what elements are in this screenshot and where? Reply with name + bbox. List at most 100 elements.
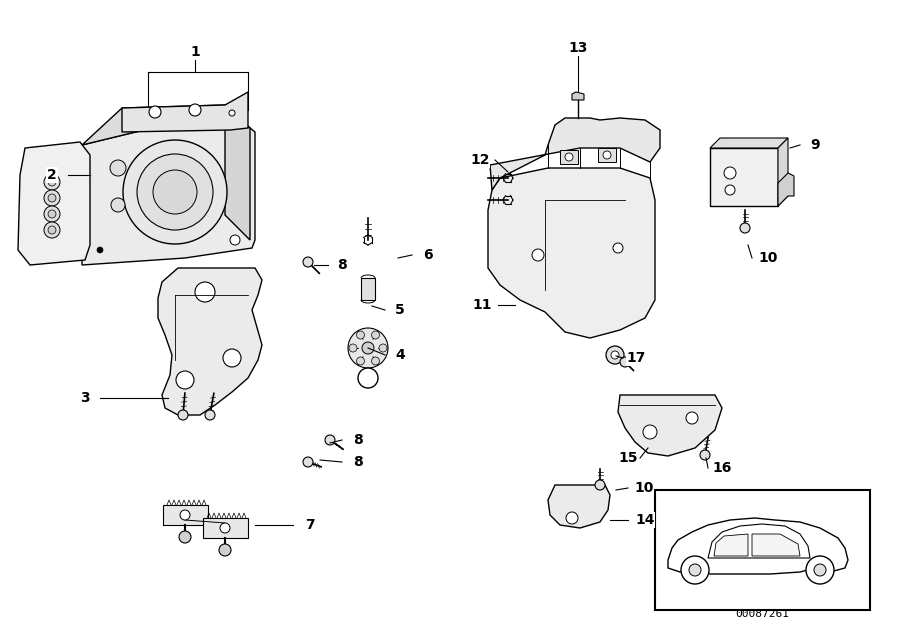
Circle shape <box>372 331 380 339</box>
Bar <box>655 490 870 610</box>
Polygon shape <box>752 534 800 556</box>
Circle shape <box>700 450 710 460</box>
Circle shape <box>123 140 227 244</box>
Circle shape <box>303 257 313 267</box>
Polygon shape <box>618 395 722 456</box>
Circle shape <box>44 190 60 206</box>
Bar <box>203 518 248 538</box>
Polygon shape <box>158 268 262 415</box>
Circle shape <box>740 223 750 233</box>
Circle shape <box>44 222 60 238</box>
Polygon shape <box>548 485 610 528</box>
Polygon shape <box>708 524 810 558</box>
Circle shape <box>111 198 125 212</box>
Circle shape <box>110 160 126 176</box>
Circle shape <box>603 151 611 159</box>
Circle shape <box>724 167 736 179</box>
Polygon shape <box>778 173 794 206</box>
Circle shape <box>356 331 365 339</box>
Circle shape <box>814 564 826 576</box>
Polygon shape <box>572 92 584 100</box>
Circle shape <box>48 194 56 202</box>
Circle shape <box>220 523 230 533</box>
Circle shape <box>606 346 624 364</box>
Polygon shape <box>488 168 655 338</box>
Circle shape <box>565 153 573 161</box>
Circle shape <box>681 556 709 584</box>
Circle shape <box>362 342 374 354</box>
Circle shape <box>229 110 235 116</box>
Text: 10: 10 <box>634 481 653 495</box>
Text: 10: 10 <box>759 251 778 265</box>
Bar <box>163 505 208 525</box>
Polygon shape <box>710 148 778 206</box>
Circle shape <box>205 410 215 420</box>
Circle shape <box>348 328 388 368</box>
Circle shape <box>137 154 213 230</box>
Circle shape <box>611 351 619 359</box>
Text: 2: 2 <box>47 168 57 182</box>
Polygon shape <box>778 138 788 206</box>
Text: 14: 14 <box>635 513 655 527</box>
Circle shape <box>806 556 834 584</box>
Text: 11: 11 <box>472 298 491 312</box>
Circle shape <box>725 185 735 195</box>
Circle shape <box>595 480 605 490</box>
Text: 7: 7 <box>305 518 315 532</box>
Polygon shape <box>82 105 250 145</box>
Text: 13: 13 <box>568 41 588 55</box>
Circle shape <box>149 106 161 118</box>
Circle shape <box>566 512 578 524</box>
Circle shape <box>44 174 60 190</box>
Circle shape <box>303 457 313 467</box>
Circle shape <box>48 226 56 234</box>
Text: 8: 8 <box>353 433 363 447</box>
Circle shape <box>153 170 197 214</box>
Circle shape <box>179 531 191 543</box>
Circle shape <box>189 104 201 116</box>
Circle shape <box>219 544 231 556</box>
Polygon shape <box>710 138 788 148</box>
Text: 16: 16 <box>712 461 732 475</box>
Polygon shape <box>490 118 660 190</box>
Circle shape <box>356 357 365 365</box>
Circle shape <box>686 412 698 424</box>
Circle shape <box>325 435 335 445</box>
Circle shape <box>48 178 56 186</box>
Circle shape <box>230 235 240 245</box>
Circle shape <box>613 243 623 253</box>
Text: 8: 8 <box>338 258 346 272</box>
Circle shape <box>44 206 60 222</box>
Circle shape <box>195 282 215 302</box>
Circle shape <box>372 357 380 365</box>
Text: 12: 12 <box>470 153 490 167</box>
Polygon shape <box>122 92 248 132</box>
Circle shape <box>620 357 630 367</box>
Circle shape <box>180 510 190 520</box>
Text: 00087261: 00087261 <box>735 609 789 619</box>
Circle shape <box>97 247 103 253</box>
Polygon shape <box>82 120 255 265</box>
Circle shape <box>689 564 701 576</box>
Polygon shape <box>225 105 250 240</box>
Text: 4: 4 <box>395 348 405 362</box>
Text: 6: 6 <box>423 248 433 262</box>
Text: 3: 3 <box>80 391 90 405</box>
Text: 8: 8 <box>353 455 363 469</box>
Text: 1: 1 <box>190 45 200 59</box>
Text: 9: 9 <box>810 138 820 152</box>
Polygon shape <box>18 142 90 265</box>
Text: 17: 17 <box>626 351 645 365</box>
Circle shape <box>379 344 387 352</box>
Circle shape <box>643 425 657 439</box>
Circle shape <box>532 249 544 261</box>
Bar <box>361 278 375 300</box>
Circle shape <box>358 368 378 388</box>
Polygon shape <box>714 534 748 556</box>
Circle shape <box>349 344 357 352</box>
Circle shape <box>178 410 188 420</box>
Text: 15: 15 <box>618 451 638 465</box>
Text: 5: 5 <box>395 303 405 317</box>
Polygon shape <box>668 518 848 574</box>
Bar <box>598 148 616 162</box>
